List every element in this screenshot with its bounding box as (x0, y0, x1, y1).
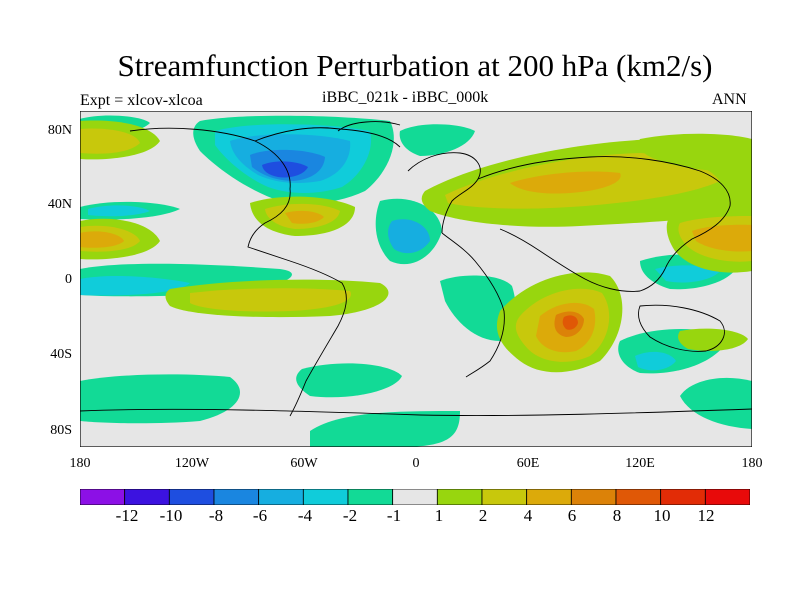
lon-label-180w: 180 (69, 456, 91, 471)
colorbar-label-10: 10 (653, 506, 671, 525)
lat-label-80n: 80N (47, 123, 72, 138)
colorbar-box (80, 489, 126, 505)
colorbar-label-1: 1 (434, 506, 444, 525)
colorbar-label-4: 4 (523, 506, 533, 525)
colorbar-label-neg12: -12 (115, 506, 139, 525)
lon-label-60w: 60W (290, 456, 318, 471)
positive-contours (80, 120, 752, 373)
lon-label-0: 0 (412, 456, 420, 471)
colorbar-box (213, 489, 260, 505)
colorbar-box (392, 489, 438, 505)
streamfunction-map (80, 111, 752, 447)
coastlines (80, 121, 752, 417)
colorbar-label-6: 6 (567, 506, 577, 525)
colorbar-box (436, 489, 483, 505)
colorbar-label-neg10: -10 (159, 506, 183, 525)
season-label: ANN (712, 91, 747, 108)
colorbar-box (124, 489, 170, 505)
lon-label-60e: 60E (516, 456, 540, 471)
negative-contours (80, 115, 752, 447)
colorbar-box (615, 489, 662, 505)
colorbar (80, 489, 750, 505)
lat-label-40n: 40N (47, 197, 72, 212)
colorbar-box (168, 489, 215, 505)
lon-label-180e: 180 (741, 456, 763, 471)
plot-title: Streamfunction Perturbation at 200 hPa (… (117, 48, 713, 83)
colorbar-box (302, 489, 349, 505)
colorbar-label-12: 12 (697, 506, 715, 525)
colorbar-box (347, 489, 394, 505)
colorbar-label-8: 8 (612, 506, 622, 525)
experiment-label: Expt = xlcov-xlcoa (80, 92, 203, 109)
colorbar-box (481, 489, 528, 505)
lat-label-40s: 40S (50, 347, 72, 362)
colorbar-label-neg8: -8 (208, 506, 224, 525)
colorbar-label-neg6: -6 (252, 506, 268, 525)
lon-label-120e: 120E (625, 456, 655, 471)
colorbar-label-neg4: -4 (297, 506, 313, 525)
colorbar-box (526, 489, 572, 505)
lat-label-eq: 0 (65, 272, 72, 287)
colorbar-box (704, 489, 750, 505)
colorbar-label-2: 2 (478, 506, 488, 525)
colorbar-box (258, 489, 304, 505)
case-difference-label: iBBC_021k - iBBC_000k (322, 89, 489, 106)
lon-label-120w: 120W (174, 456, 210, 471)
lat-label-80s: 80S (50, 423, 72, 438)
colorbar-box (660, 489, 706, 505)
colorbar-label-neg1: -1 (386, 506, 402, 525)
colorbar-box (570, 489, 617, 505)
colorbar-label-neg2: -2 (342, 506, 358, 525)
